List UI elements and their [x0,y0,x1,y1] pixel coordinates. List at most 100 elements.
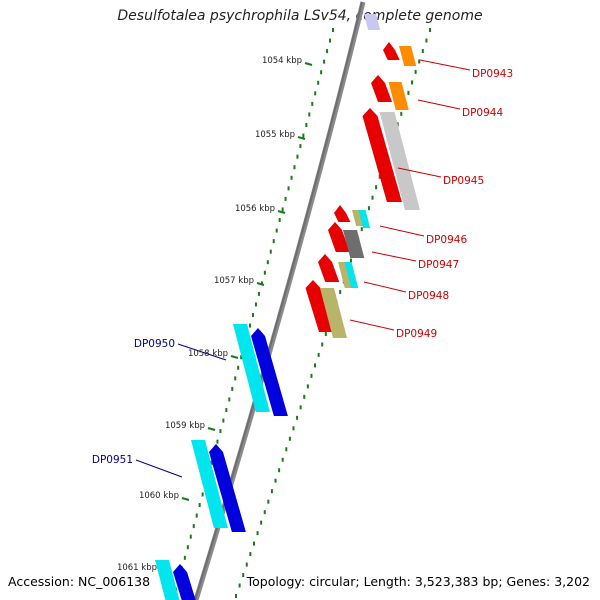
ruler-dot [266,260,269,265]
ruler-dot [371,195,374,200]
ruler-dot [222,418,225,423]
gene-arrow [362,108,402,202]
ruler-dot [299,405,302,410]
gene-arrow [173,564,196,600]
ruler-dot [411,80,414,85]
ruler-label: 1059 kbp [165,421,205,431]
ruler-dot [275,228,278,233]
ruler-tick [207,426,216,432]
ruler-dot [320,70,323,75]
ruler-dot [254,302,257,307]
ruler-tick [277,209,286,215]
ruler-tick [297,135,306,141]
ruler-dot [249,323,252,328]
ruler-dot [237,365,240,370]
ruler-dot [290,175,293,180]
ruler-dot [242,573,245,578]
ruler-dot [429,28,431,32]
ruler-dot [296,415,299,420]
ruler-dot [252,541,255,546]
ruler-dot [367,206,370,211]
feature-block [399,46,417,66]
ruler-dot [269,249,272,254]
ruler-dot [314,363,317,368]
leader-line [349,319,395,331]
ruler-dot [192,524,195,529]
ruler-dot [306,384,309,389]
ruler-dot [332,28,334,32]
ruler-dot [245,562,248,567]
labels: 1054 kbp 1055 kbp 1056 kbp 1057 kbp 1058 kbp… [92,56,513,573]
feature-block [364,14,381,30]
ruler-dot [326,49,329,54]
feature-block [343,230,365,258]
ruler-dot [216,439,219,444]
ruler-dot [281,207,284,212]
gene-label: DP0950 [134,338,175,350]
ruler-dot [421,48,424,53]
ruler-tick [230,354,239,360]
ruler-label: 1055 kbp [255,130,295,140]
gene-label: DP0947 [418,259,459,271]
gene-arrow [328,222,350,252]
ruler-dot [296,154,299,159]
ruler-dot [324,331,327,336]
feature-block [358,210,371,228]
ruler-dot [299,144,302,149]
leader-line [397,167,442,178]
ruler-dot [317,352,320,357]
label-leader-lines [135,59,471,478]
ruler-dot [305,123,308,127]
ruler-dot [257,291,260,296]
gene-label: DP0946 [426,234,467,246]
ruler-dot [308,112,311,117]
ruler-dot [189,534,192,539]
ruler-dot [321,342,324,347]
gene-arrow [318,254,340,282]
ruler-dot [278,468,281,473]
ruler-dot [201,492,204,497]
ruler-dot [225,408,228,412]
gene-arrow [383,42,400,60]
feature-tracks [155,14,420,600]
accession-label: Accession: NC_006138 [8,574,151,589]
ruler-dot [323,59,326,64]
gene-arrow [305,280,335,332]
gene-arrow [209,444,246,532]
ruler-dot [407,90,410,95]
ruler-dot [349,258,352,263]
ruler-dot [302,133,305,138]
ruler-dot [274,478,277,483]
ruler-dot [238,583,241,588]
gene-label: DP0949 [396,328,437,340]
ruler-dot [240,355,243,360]
ruler-dot [400,111,403,116]
leader-line [363,281,407,293]
leader-line [371,251,417,262]
feature-block [155,560,180,600]
ruler-dot [317,80,320,85]
ruler-dot [288,436,291,441]
ruler-dot [228,397,231,402]
ruler-dot [219,429,222,434]
ruler-dot [418,59,421,64]
ruler-label: 1056 kbp [235,204,275,214]
ruler-dot [267,499,270,504]
ruler-dot [210,460,213,465]
gene-label: DP0948 [408,290,449,302]
gene-label: DP0951 [92,454,133,466]
ruler-dot [186,545,189,550]
gene-arrow [334,205,351,222]
ruler-dot [183,555,186,560]
feature-block [320,288,347,338]
ruler-label: 1060 kbp [139,491,179,501]
ruler-tick [256,281,265,287]
leader-line [177,343,227,361]
ruler-dot [287,186,290,191]
ruler-dot [278,218,281,222]
feature-block [352,210,365,226]
gene-label: DP0944 [462,107,503,119]
feature-block [338,262,353,288]
ruler-dot [311,101,314,106]
